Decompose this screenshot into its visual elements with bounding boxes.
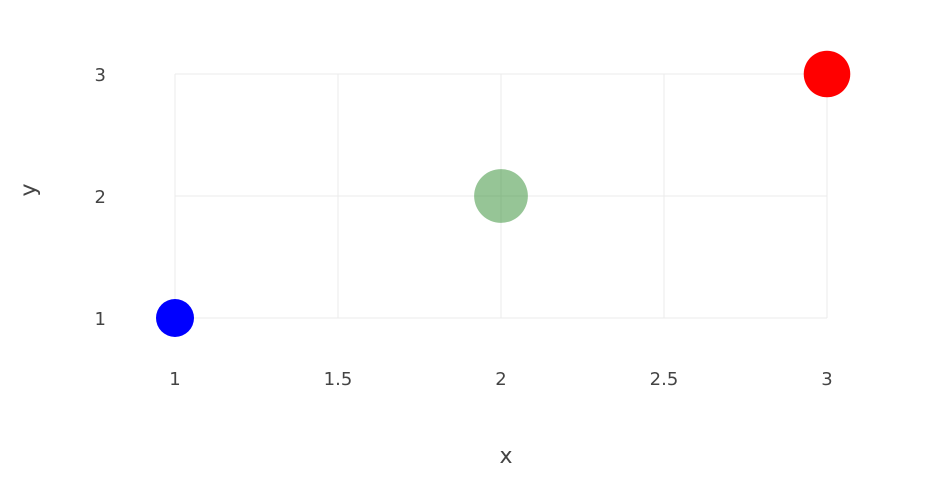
x-tick-label: 2.5 [650,369,679,390]
x-tick-label: 3 [821,369,832,390]
y-tick-labels: 1 2 3 [95,65,106,330]
data-points [156,50,851,337]
data-point [156,299,194,337]
y-tick-label: 2 [95,187,106,208]
y-tick-label: 1 [95,309,106,330]
x-tick-label: 2 [495,369,506,390]
data-point [474,169,528,223]
y-axis-title: y [17,183,42,196]
data-point [803,50,851,98]
x-tick-label: 1 [169,369,180,390]
x-tick-labels: 1 1.5 2 2.5 3 [169,369,832,390]
x-axis-title: x [499,444,512,469]
y-tick-label: 3 [95,65,106,86]
x-tick-label: 1.5 [324,369,353,390]
